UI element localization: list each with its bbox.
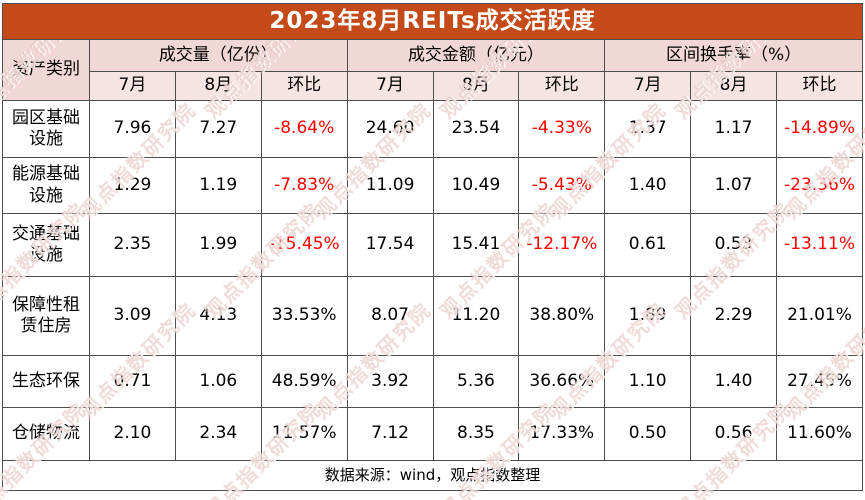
value-cell: 1.06 [174,355,262,408]
value-cell: -8.64% [260,100,348,158]
row-label: 仓储物流 [2,407,90,461]
row-label: 能源基础设施 [2,157,90,214]
value-cell: 0.71 [89,355,176,408]
value-cell: 2.29 [690,276,777,356]
value-cell: -5.43% [518,157,606,214]
subheader-5: 环比 [518,71,606,101]
value-cell: 7.27 [174,100,262,158]
subheader-8: 环比 [776,71,863,101]
value-cell: 11.09 [346,157,434,214]
value-cell: 11.20 [432,276,520,356]
table-row: 仓储物流 2.10 2.34 11.57% 7.12 8.35 17.33% 0.50 0.56… [2,407,863,461]
table-row: 园区基础设施 7.96 7.27 -8.64% 24.60 23.54 -4.33% 1.37… [2,100,863,158]
corner-header-asset-category: 资产类别 [2,39,90,101]
value-cell: -15.45% [260,213,348,277]
table-row: 能源基础设施 1.29 1.19 -7.83% 11.09 10.49 -5.43% 1.40… [2,157,863,214]
value-cell: 1.89 [604,276,692,356]
subheader-7: 8月 [690,71,777,101]
value-cell: 10.49 [432,157,520,214]
value-cell: -12.17% [518,213,606,277]
value-cell: 17.33% [518,407,606,461]
value-cell: 8.07 [346,276,434,356]
value-cell: 2.35 [89,213,176,277]
value-cell: 1.10 [604,355,692,408]
value-cell: -13.11% [776,213,863,277]
group-header-turnover: 区间换手率（%） [604,39,863,72]
subheader-row: 7月 8月 环比 7月 8月 环比 7月 8月 环比 [3,71,863,101]
value-cell: 0.61 [604,213,692,277]
value-cell: 1.40 [604,157,692,214]
value-cell: 33.53% [260,276,348,356]
value-cell: 1.07 [690,157,777,214]
value-cell: 38.80% [518,276,606,356]
footer-row: 数据来源：wind，观点指数整理 [2,460,863,491]
table-title: 2023年8月REITs成交活跃度 [2,3,863,40]
value-cell: 0.50 [604,407,692,461]
row-label: 园区基础设施 [2,100,90,158]
value-cell: 24.60 [346,100,434,158]
value-cell: 7.12 [346,407,434,461]
value-cell: 27.45% [776,355,863,408]
subheader-2: 环比 [260,71,348,101]
subheader-3: 7月 [346,71,434,101]
value-cell: 1.99 [174,213,262,277]
group-header-volume: 成交量（亿份） [89,39,348,72]
value-cell: -23.36% [776,157,863,214]
value-cell: 2.10 [89,407,176,461]
row-label: 生态环保 [2,355,90,408]
value-cell: 1.29 [89,157,176,214]
table-row: 保障性租赁住房 3.09 4.13 33.53% 8.07 11.20 38.80% 1.89… [2,276,863,356]
subheader-1: 8月 [174,71,262,101]
value-cell: 0.56 [690,407,777,461]
value-cell: -7.83% [260,157,348,214]
value-cell: 48.59% [260,355,348,408]
subheader-4: 8月 [432,71,520,101]
group-header-row: 资产类别 成交量（亿份） 成交金额（亿元） 区间换手率（%） [2,39,863,101]
value-cell: 1.40 [690,355,777,408]
value-cell: 15.41 [432,213,520,277]
value-cell: 5.36 [432,355,520,408]
value-cell: 36.66% [518,355,606,408]
value-cell: 23.54 [432,100,520,158]
value-cell: -14.89% [776,100,863,158]
row-label: 交通基础设施 [2,213,90,277]
data-source-note: 数据来源：wind，观点指数整理 [2,460,863,491]
value-cell: 8.35 [432,407,520,461]
value-cell: 2.34 [174,407,262,461]
subheader-6: 7月 [604,71,692,101]
row-label: 保障性租赁住房 [2,276,90,356]
table-row: 交通基础设施 2.35 1.99 -15.45% 17.54 15.41 -12.17% 0.… [2,213,863,277]
value-cell: 1.19 [174,157,262,214]
value-cell: 4.13 [174,276,262,356]
value-cell: 17.54 [346,213,434,277]
subheader-0: 7月 [89,71,176,101]
value-cell: 11.57% [260,407,348,461]
table-row: 生态环保 0.71 1.06 48.59% 3.92 5.36 36.66% 1.10 1.40… [2,355,863,408]
value-cell: 3.92 [346,355,434,408]
value-cell: -4.33% [518,100,606,158]
value-cell: 7.96 [89,100,176,158]
value-cell: 11.60% [776,407,863,461]
data-table: 资产类别 成交量（亿份） 成交金额（亿元） 区间换手率（%） 7月 8月 环比 7月 8… [2,39,863,491]
value-cell: 3.09 [89,276,176,356]
value-cell: 21.01% [776,276,863,356]
value-cell: 0.53 [690,213,777,277]
value-cell: 1.37 [604,100,692,158]
value-cell: 1.17 [690,100,777,158]
group-header-amount: 成交金额（亿元） [346,39,606,72]
